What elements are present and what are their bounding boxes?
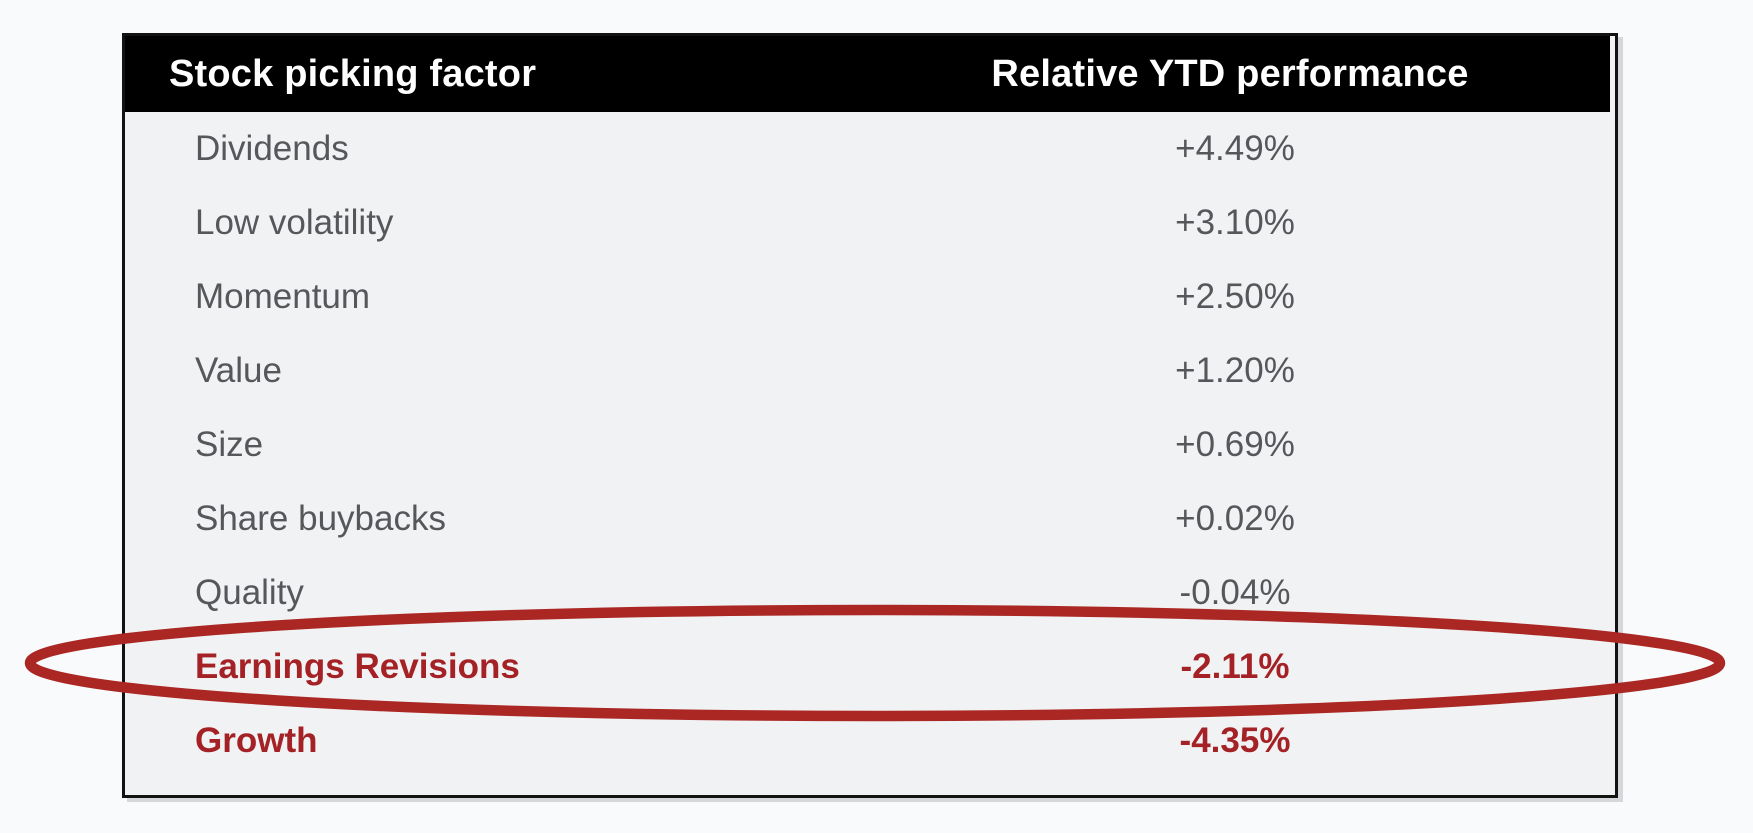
factor-label: Share buybacks <box>195 499 446 538</box>
table-row: Dividends +4.49% <box>125 112 1615 186</box>
factor-label: Quality <box>195 573 304 612</box>
table-row: Value +1.20% <box>125 334 1615 408</box>
performance-value: +3.10% <box>1175 203 1295 242</box>
factor-label: Earnings Revisions <box>195 647 520 686</box>
factor-performance-table: Stock picking factor Relative YTD perfor… <box>122 33 1618 798</box>
table-row: Low volatility +3.10% <box>125 186 1615 260</box>
factor-label: Size <box>195 425 264 464</box>
header-performance-column: Relative YTD performance <box>991 52 1469 95</box>
factor-label: Dividends <box>195 129 349 168</box>
performance-value: -0.04% <box>1179 573 1291 612</box>
performance-value: -2.11% <box>1180 647 1290 686</box>
performance-value: +4.49% <box>1175 129 1295 168</box>
table-header-row: Stock picking factor Relative YTD perfor… <box>125 36 1610 112</box>
table-body: Dividends +4.49% Low volatility +3.10% M… <box>125 112 1615 778</box>
table-row: Quality -0.04% <box>125 556 1615 630</box>
header-factor-column: Stock picking factor <box>169 52 537 95</box>
table-row: Share buybacks +0.02% <box>125 482 1615 556</box>
performance-value: +1.20% <box>1175 351 1295 390</box>
factor-label: Momentum <box>195 277 371 316</box>
table-row: Growth -4.35% <box>125 704 1615 778</box>
factor-label: Growth <box>195 721 318 760</box>
performance-value: +0.02% <box>1175 499 1295 538</box>
performance-value: -4.35% <box>1179 721 1291 760</box>
table-row: Earnings Revisions -2.11% <box>125 630 1615 704</box>
table-row: Size +0.69% <box>125 408 1615 482</box>
performance-value: +2.50% <box>1175 277 1295 316</box>
table-row: Momentum +2.50% <box>125 260 1615 334</box>
factor-label: Value <box>195 351 282 390</box>
factor-label: Low volatility <box>195 203 394 242</box>
performance-value: +0.69% <box>1175 425 1295 464</box>
